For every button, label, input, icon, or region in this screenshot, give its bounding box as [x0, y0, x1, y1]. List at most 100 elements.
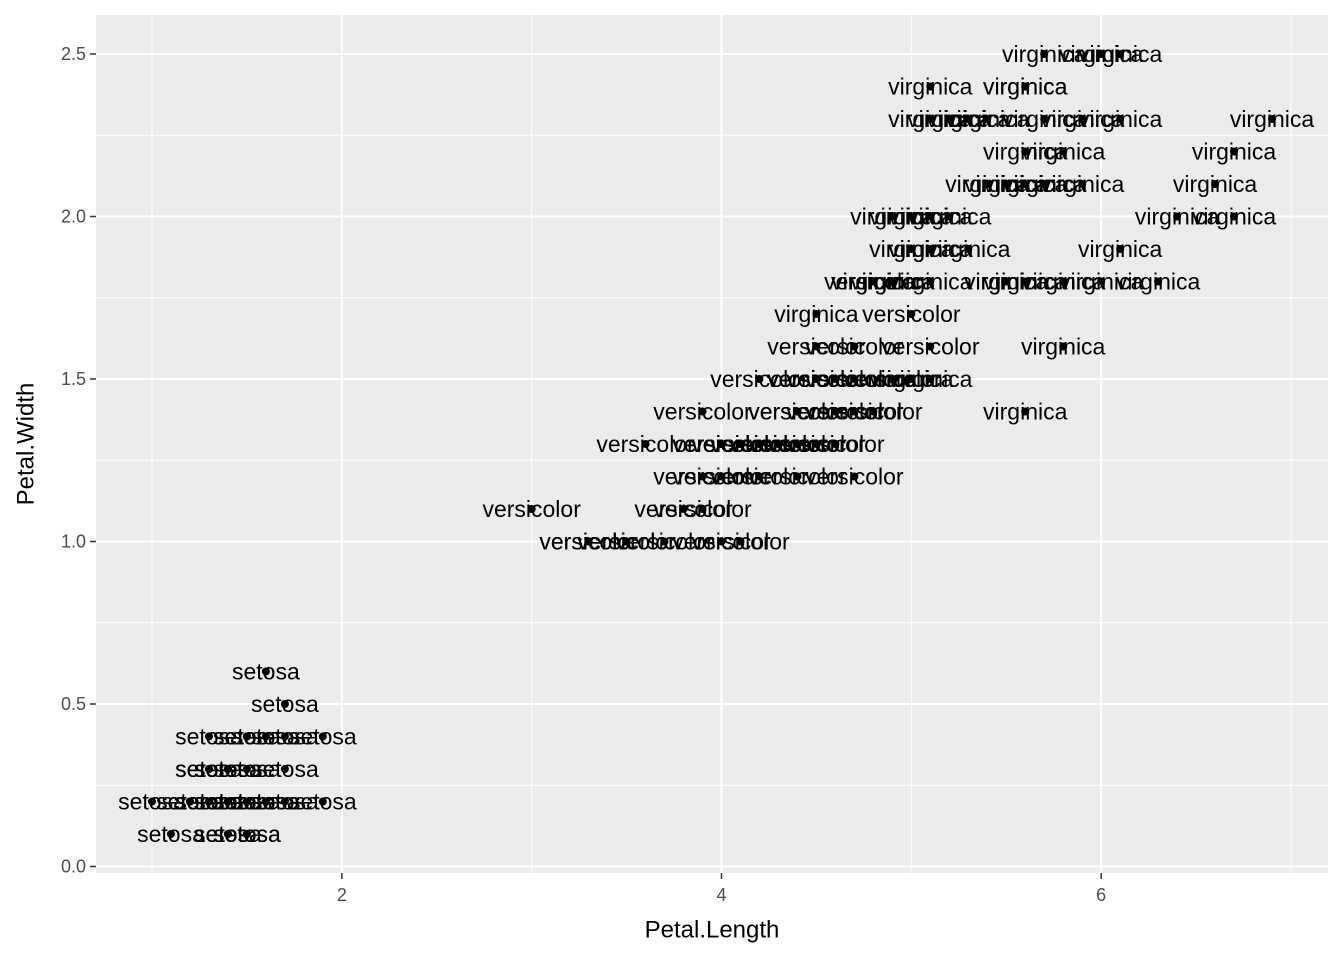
point-label: virginica [945, 171, 1030, 197]
point [1040, 180, 1049, 188]
point-label: virginica [1040, 171, 1125, 197]
point [926, 115, 935, 123]
point-label: virginica [888, 74, 973, 100]
y-tick-label: 1.5 [61, 369, 86, 389]
point [698, 505, 707, 513]
point-label: setosa [175, 724, 243, 750]
point [869, 277, 878, 286]
point [280, 765, 289, 773]
point-label: versicolor [672, 464, 771, 490]
point-label: setosa [251, 756, 319, 782]
point [1040, 50, 1049, 58]
point [926, 375, 935, 383]
point-label: versicolor [710, 431, 809, 457]
point [1002, 277, 1011, 286]
point-label: versicolor [672, 529, 771, 555]
point-label: virginica [926, 106, 1011, 132]
point-label: virginica [964, 269, 1049, 295]
point-label: virginica [850, 269, 935, 295]
point [280, 797, 289, 806]
point [831, 440, 840, 448]
point-label: virginica [1116, 269, 1201, 295]
point-label: versicolor [767, 334, 866, 360]
point [318, 797, 327, 806]
point-label: virginica [1173, 171, 1258, 197]
point-label: virginica [831, 269, 916, 295]
point [223, 830, 232, 838]
point-label: versicolor [786, 399, 885, 425]
point-label: versicolor [672, 431, 771, 457]
point [774, 440, 783, 448]
point-label: versicolor [729, 431, 828, 457]
point [1021, 180, 1030, 188]
point-label: virginica [1192, 204, 1277, 230]
point [584, 537, 593, 546]
point-label: versicolor [881, 334, 980, 360]
point-label: versicolor [843, 366, 942, 392]
point-label: virginica [1135, 204, 1220, 230]
point-label: versicolor [805, 334, 904, 360]
point [755, 440, 764, 448]
point-label: virginica [1021, 334, 1106, 360]
point [679, 505, 688, 513]
point-label: virginica [983, 269, 1068, 295]
point [1059, 342, 1068, 351]
point-label: virginica [1040, 106, 1125, 132]
point-label: virginica [983, 171, 1068, 197]
point [261, 797, 270, 806]
point [850, 472, 859, 481]
point [261, 667, 270, 676]
y-tick-label: 2.0 [61, 207, 86, 227]
y-axis-title: Petal.Width [13, 383, 40, 506]
point-label: virginica [945, 106, 1030, 132]
point-label: setosa [213, 724, 281, 750]
point-label: setosa [289, 789, 357, 815]
point [1078, 180, 1087, 188]
point [736, 537, 745, 546]
point-label: virginica [1021, 269, 1106, 295]
point [1173, 212, 1182, 221]
y-tick-label: 0.5 [61, 694, 86, 714]
point-label: virginica [774, 301, 859, 327]
point [793, 407, 802, 416]
point-label: versicolor [748, 399, 847, 425]
point [983, 180, 992, 188]
point [242, 732, 251, 741]
point-label: virginica [1002, 106, 1087, 132]
point-label: versicolor [691, 431, 790, 457]
point [888, 375, 897, 383]
point [869, 407, 878, 416]
point [1002, 180, 1011, 188]
point [1021, 147, 1030, 156]
point [812, 342, 821, 351]
point-label: virginica [869, 366, 954, 392]
point [926, 82, 935, 91]
point [907, 245, 916, 253]
point [736, 440, 745, 448]
point [1230, 147, 1239, 156]
point-label: versicolor [824, 399, 923, 425]
point [945, 212, 954, 221]
point [318, 732, 327, 741]
x-axis-title: Petal.Length [645, 917, 780, 944]
point [888, 212, 897, 221]
point-label: virginica [888, 204, 973, 230]
point-label: versicolor [691, 529, 790, 555]
point [812, 375, 821, 383]
point [1116, 50, 1125, 58]
point-label: setosa [251, 691, 319, 717]
point-label: virginica [1078, 106, 1163, 132]
point [926, 277, 935, 286]
point-label: virginica [907, 106, 992, 132]
point-label: virginica [983, 74, 1068, 100]
point [1059, 277, 1068, 286]
point [1021, 407, 1030, 416]
point [755, 375, 764, 383]
point [907, 310, 916, 318]
point-label: versicolor [653, 399, 752, 425]
point-label: versicolor [862, 301, 961, 327]
point [242, 765, 251, 773]
point [261, 732, 270, 741]
point-label: versicolor [786, 366, 885, 392]
